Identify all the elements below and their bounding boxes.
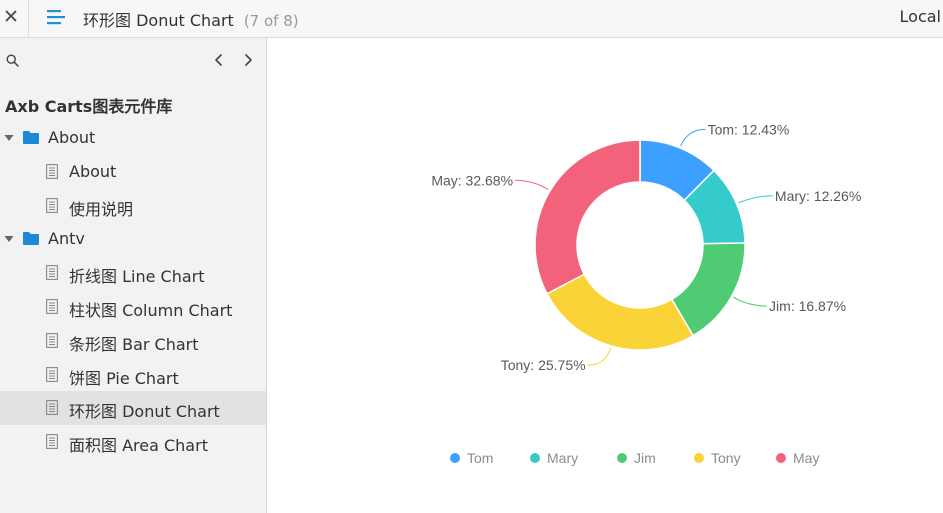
- slice-label-tom: Tom: 12.43%: [708, 121, 790, 137]
- legend-item-tony[interactable]: Tony: [694, 450, 741, 466]
- legend-marker: [450, 453, 460, 463]
- sidebar: Axb Carts图表元件库 About About 使用说明 Antv 折线图 Lin…: [0, 38, 267, 513]
- page-icon: [46, 332, 58, 348]
- legend-marker: [776, 453, 786, 463]
- top-bar: 环形图 Donut Chart (7 of 8) Local: [0, 0, 943, 38]
- project-title: Axb Carts图表元件库: [5, 97, 173, 116]
- donut-chart: Tom: 12.43% Mary: 12.26% Jim: 16.87% Tony: …: [431, 121, 861, 466]
- chevron-left-icon[interactable]: [212, 53, 226, 67]
- toolbar-divider: [28, 0, 29, 38]
- folder-icon: [23, 232, 39, 246]
- caret-down-icon[interactable]: [4, 134, 14, 142]
- menu-icon[interactable]: [45, 6, 67, 28]
- slice-label-tony: Tony: 25.75%: [501, 357, 586, 373]
- page-icon: [46, 163, 58, 179]
- slice-label-jim: Jim: 16.87%: [769, 298, 846, 314]
- page-label: 柱状图 Column Chart: [69, 300, 233, 320]
- page-icon: [46, 265, 58, 281]
- close-icon[interactable]: [0, 0, 22, 32]
- chevron-right-icon[interactable]: [241, 53, 255, 67]
- page-label: 面积图 Area Chart: [69, 436, 208, 456]
- page-tree-item-7[interactable]: 饼图 Pie Chart: [0, 358, 266, 392]
- legend-label: May: [793, 450, 819, 466]
- legend-label: Tom: [467, 450, 493, 466]
- page-tree-item-8[interactable]: 环形图 Donut Chart: [0, 391, 266, 426]
- page-label: 环形图 Donut Chart: [69, 402, 220, 422]
- legend-marker: [617, 453, 627, 463]
- page-tree: About About 使用说明 Antv 折线图 Line Chart 柱状图 Colu…: [0, 121, 266, 459]
- page-icon: [46, 434, 58, 450]
- page-tree-item-5[interactable]: 柱状图 Column Chart: [0, 290, 266, 324]
- page-title-text: 环形图 Donut Chart: [83, 11, 234, 30]
- page-label: 使用说明: [69, 199, 134, 219]
- page-label: 条形图 Bar Chart: [69, 334, 199, 354]
- folder-label: Antv: [48, 229, 85, 249]
- legend-item-may[interactable]: May: [776, 450, 819, 466]
- legend-label: Mary: [547, 450, 578, 466]
- legend-item-jim[interactable]: Jim: [617, 450, 656, 466]
- page-tree-item-6[interactable]: 条形图 Bar Chart: [0, 324, 266, 358]
- sidebar-toolbar: [0, 38, 266, 82]
- page-label: 折线图 Line Chart: [69, 267, 205, 287]
- page-counter: (7 of 8): [243, 12, 299, 30]
- leader-line-mary: [738, 195, 773, 204]
- slice-label-mary: Mary: 12.26%: [775, 188, 861, 204]
- legend-item-tom[interactable]: Tom: [450, 450, 493, 466]
- page-label: 饼图 Pie Chart: [69, 368, 179, 388]
- legend-item-mary[interactable]: Mary: [530, 450, 578, 466]
- local-label[interactable]: Local: [899, 7, 941, 26]
- search-icon[interactable]: [6, 54, 19, 67]
- leader-line-tom: [680, 128, 706, 147]
- legend-label: Tony: [711, 450, 741, 466]
- page-icon: [46, 400, 58, 416]
- legend-marker: [694, 453, 704, 463]
- page-tree-item-2[interactable]: 使用说明: [0, 189, 266, 223]
- page-tree-item-9[interactable]: 面积图 Area Chart: [0, 425, 266, 459]
- page-icon: [46, 299, 58, 314]
- legend-label: Jim: [634, 450, 656, 466]
- folder-icon: [23, 131, 39, 144]
- page-tree-item-1[interactable]: About: [0, 155, 266, 189]
- page-label: About: [69, 161, 117, 181]
- page-title: 环形图 Donut Chart (7 of 8): [83, 7, 299, 31]
- folder-label: About: [48, 128, 96, 147]
- chart-area: Tom: 12.43% Mary: 12.26% Jim: 16.87% Tony: …: [268, 39, 943, 513]
- slice-label-may: May: 32.68%: [431, 172, 513, 188]
- page-icon: [46, 366, 58, 382]
- donut-slice-may[interactable]: [534, 139, 641, 295]
- folder-tree-item-3[interactable]: Antv: [0, 222, 266, 256]
- donut-slice-tony[interactable]: [545, 273, 695, 351]
- folder-tree-item-0[interactable]: About: [0, 121, 266, 155]
- page-tree-item-4[interactable]: 折线图 Line Chart: [0, 256, 266, 290]
- legend-marker: [530, 453, 540, 463]
- leader-line-jim: [733, 296, 768, 307]
- leader-line-may: [515, 179, 549, 191]
- leader-line-tony: [587, 347, 612, 366]
- page-icon: [46, 197, 58, 213]
- caret-down-icon[interactable]: [4, 235, 14, 243]
